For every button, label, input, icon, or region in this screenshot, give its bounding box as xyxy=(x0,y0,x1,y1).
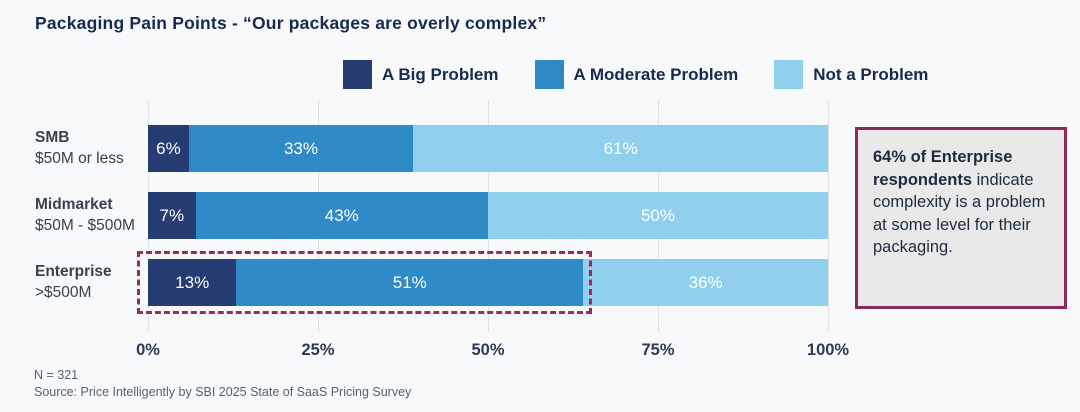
bar-segment: 13% xyxy=(148,259,237,306)
bar-value-label: 43% xyxy=(324,205,359,225)
bar-value-label: 51% xyxy=(392,272,427,292)
legend-item: Not a Problem xyxy=(774,60,928,89)
legend: A Big Problem A Moderate Problem Not a Pro… xyxy=(343,60,928,89)
bar-value-label: 33% xyxy=(283,138,318,158)
highlight-box xyxy=(137,251,593,314)
callout-text: 64% of Enterprise respondents indicate c… xyxy=(873,146,1050,259)
sample-size-note: N = 321 xyxy=(34,368,79,382)
bar-row: 7% 43% 50% xyxy=(148,192,828,239)
bar-segment: 43% xyxy=(195,192,488,239)
bar-segment: 6% xyxy=(148,125,189,172)
bar-value-label: 6% xyxy=(156,138,181,158)
legend-swatch xyxy=(534,60,564,89)
category-label: Enterprise >$500M xyxy=(35,263,112,301)
bar-segment: 36% xyxy=(583,259,828,306)
bar-row: 13% 51% 36% xyxy=(148,259,828,306)
x-axis-tick: 100% xyxy=(806,341,850,359)
bar-segment: 7% xyxy=(148,192,196,239)
gridline xyxy=(828,100,829,332)
bar-value-label: 7% xyxy=(159,205,185,225)
x-axis: 0% 25% 50% 75% 100% xyxy=(136,341,849,363)
legend-item: A Big Problem xyxy=(343,60,499,89)
bar-value-label: 61% xyxy=(603,138,638,158)
chart-title: Packaging Pain Points - “Our packages ar… xyxy=(35,13,547,33)
x-axis-tick: 75% xyxy=(641,341,675,359)
category-labels: SMB $50M or less Midmarket $50M - $500M Ente… xyxy=(35,125,147,326)
x-axis-tick: 50% xyxy=(471,341,505,359)
callout-bold-text: 64% of Enterprise respondents xyxy=(873,148,1013,189)
x-axis-tick: 0% xyxy=(136,341,160,359)
source-note: Source: Price Intelligently by SBI 2025 … xyxy=(34,385,412,399)
legend-label: A Big Problem xyxy=(382,64,499,84)
legend-label: Not a Problem xyxy=(813,64,929,84)
bar-value-label: 36% xyxy=(688,272,723,292)
category-label: Midmarket $50M - $500M xyxy=(35,196,135,234)
bar-segment: 33% xyxy=(188,125,414,172)
category-label: SMB $50M or less xyxy=(35,129,124,167)
bar-value-label: 50% xyxy=(640,205,675,225)
legend-label: A Moderate Problem xyxy=(573,64,739,84)
bar-segment: 51% xyxy=(236,259,584,306)
bar-segment: 50% xyxy=(487,192,828,239)
footer: N = 321 Source: Price Intelligently by S… xyxy=(34,367,411,401)
legend-item: A Moderate Problem xyxy=(534,60,739,89)
legend-swatch xyxy=(774,60,804,89)
callout-body-text: indicate complexity is a problem at some… xyxy=(873,170,1046,257)
x-axis-tick: 25% xyxy=(301,341,335,359)
bar-segment: 61% xyxy=(413,125,828,172)
bar-row: 6% 33% 61% xyxy=(148,125,828,172)
bar-value-label: 13% xyxy=(175,272,210,292)
callout-box: 64% of Enterprise respondents indicate c… xyxy=(855,127,1067,309)
bar-chart: 6% 33% 61% 7% 43% 50% 13% 51% 36% xyxy=(148,125,828,326)
legend-swatch xyxy=(343,60,372,89)
